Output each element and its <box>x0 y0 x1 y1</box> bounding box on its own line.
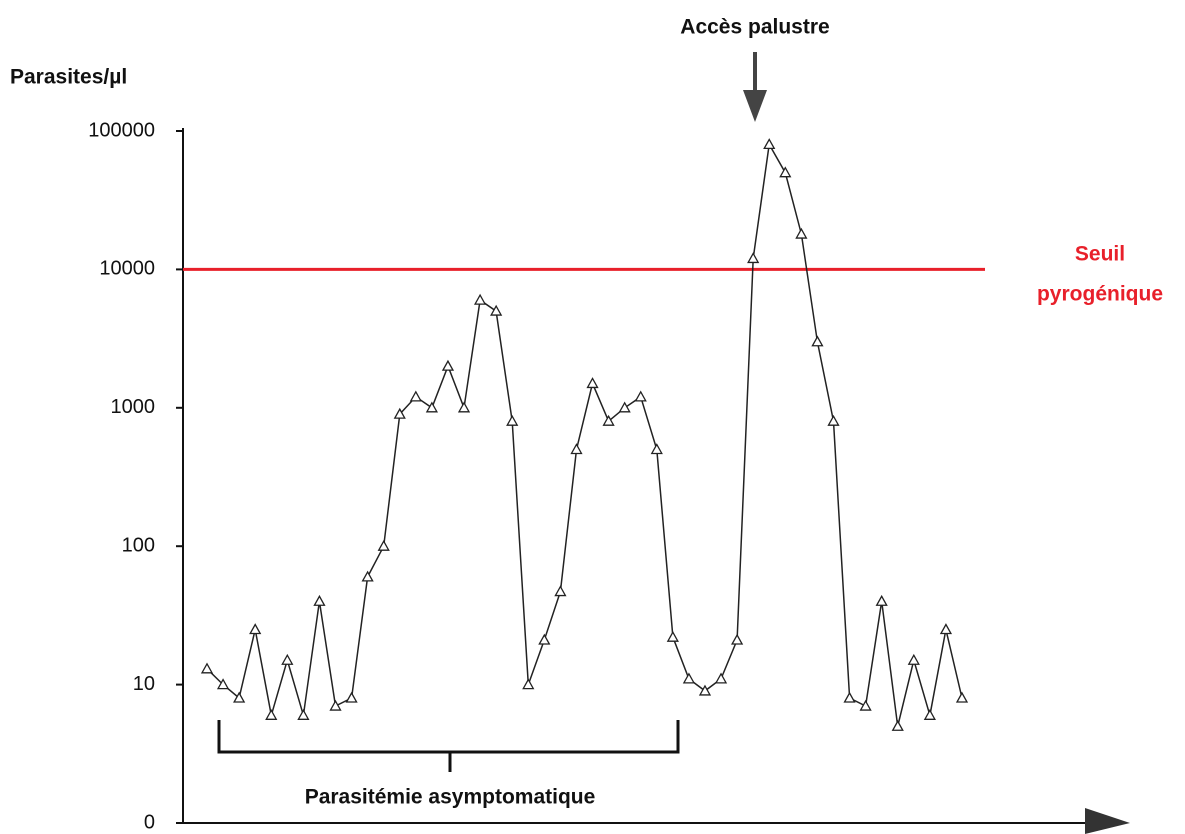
data-marker <box>779 166 792 178</box>
data-marker <box>795 227 808 239</box>
data-marker <box>875 594 888 606</box>
data-marker <box>682 672 696 684</box>
data-marker <box>473 293 487 305</box>
data-marker <box>441 359 455 371</box>
data-line <box>206 142 963 727</box>
y-tick-label: 100 <box>122 534 155 556</box>
data-marker <box>570 443 583 455</box>
data-marker <box>891 719 904 731</box>
data-marker <box>297 708 310 720</box>
data-marker <box>586 377 599 389</box>
data-marker <box>763 138 776 150</box>
data-marker <box>666 630 679 642</box>
data-marker <box>650 443 663 455</box>
data-marker <box>345 691 358 703</box>
data-marker <box>731 633 744 645</box>
threshold-label: Seuil <box>1075 243 1125 266</box>
data-marker <box>827 414 840 426</box>
data-marker <box>859 699 872 711</box>
data-marker <box>265 708 278 720</box>
data-marker <box>457 401 471 413</box>
threshold-label: pyrogénique <box>1037 283 1163 306</box>
y-tick-label: 1000 <box>111 396 156 418</box>
data-marker <box>393 407 406 419</box>
data-marker <box>618 401 631 413</box>
data-marker <box>377 539 390 551</box>
data-marker <box>249 623 262 635</box>
data-marker <box>747 252 760 264</box>
data-marker <box>939 623 953 635</box>
data-marker <box>955 691 969 703</box>
y-axis-label: Parasites/µl <box>10 66 127 89</box>
data-marker <box>923 708 936 720</box>
data-marker <box>233 691 246 703</box>
data-marker <box>843 691 856 703</box>
data-marker <box>281 653 294 665</box>
data-marker <box>554 585 567 597</box>
x-axis-arrow <box>1085 808 1130 834</box>
y-tick-label: 10 <box>133 673 155 695</box>
data-marker <box>634 390 647 402</box>
data-marker <box>409 390 422 402</box>
data-marker <box>490 304 503 316</box>
data-marker <box>522 678 535 690</box>
annotation-arrowhead <box>743 90 767 122</box>
data-marker <box>907 653 920 665</box>
y-tick-label: 0 <box>144 811 155 833</box>
data-marker <box>811 335 824 347</box>
y-tick-label: 100000 <box>88 119 155 141</box>
data-marker <box>714 672 728 684</box>
data-marker <box>313 594 326 606</box>
data-marker <box>698 684 712 696</box>
data-marker <box>506 414 519 426</box>
y-tick-label: 10000 <box>99 258 155 280</box>
bracket-annotation: Parasitémie asymptomatique <box>305 786 596 809</box>
data-marker <box>425 401 438 413</box>
peak-annotation: Accès palustre <box>680 16 829 39</box>
data-marker <box>602 414 615 426</box>
data-marker <box>329 699 342 711</box>
data-marker <box>216 678 230 690</box>
bracket <box>217 720 680 772</box>
data-marker <box>200 662 214 674</box>
data-marker <box>361 570 374 582</box>
data-marker <box>538 633 551 645</box>
